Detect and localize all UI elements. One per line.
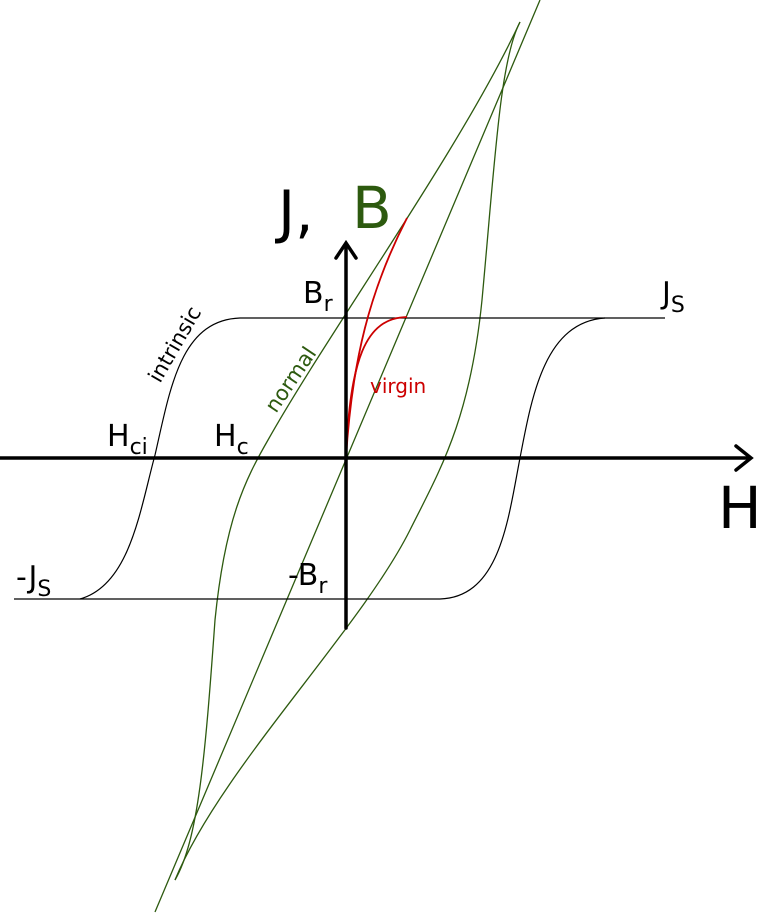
intrinsic-left-branch: [79, 317, 241, 600]
normal-curve-label: normal: [260, 342, 321, 416]
vertical-axis-arrow: [334, 239, 358, 260]
br-label: Br: [303, 276, 334, 317]
virgin-j-curve: [345, 316, 408, 459]
normal-descending-branch: [174, 21, 521, 881]
vertical-axis-label-b: B: [352, 174, 392, 242]
hc-label: Hc: [214, 419, 249, 460]
horizontal-axis-label: H: [718, 474, 761, 542]
normal-ascending-branch: [174, 21, 521, 881]
js-label: JS: [660, 276, 685, 318]
axes: [0, 239, 754, 630]
intrinsic-curve-label: intrinsic: [144, 302, 207, 386]
virgin-curve-label: virgin: [370, 374, 426, 398]
horizontal-axis-arrow: [734, 444, 754, 472]
vertical-axis-label-j: J,: [275, 178, 314, 246]
neg-br-label: -Br: [288, 558, 328, 599]
hci-label: Hci: [107, 419, 148, 460]
neg-js-label: -JS: [16, 560, 51, 602]
virgin-curves: [345, 217, 408, 459]
